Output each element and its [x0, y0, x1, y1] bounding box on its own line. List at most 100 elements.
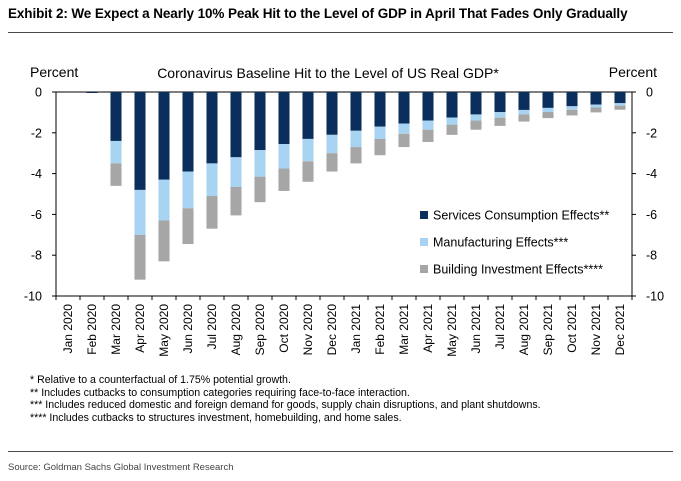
- legend-label: Services Consumption Effects**: [433, 209, 609, 223]
- bar-segment: [590, 92, 602, 105]
- bar-segment: [446, 92, 458, 118]
- bar-segment: [350, 130, 362, 148]
- x-tick-label: Mar 2020: [109, 304, 123, 355]
- bar-segment: [422, 120, 434, 130]
- x-tick-label: May 2020: [157, 304, 171, 357]
- bar-segment: [206, 196, 218, 229]
- bar-segment: [374, 126, 386, 139]
- x-tick-label: Sep 2021: [541, 304, 555, 356]
- title-divider: [8, 32, 673, 33]
- bar-segment: [86, 92, 98, 94]
- x-tick-label: Aug 2020: [229, 304, 243, 356]
- bar-segment: [422, 92, 434, 121]
- x-tick-label: Nov 2021: [589, 304, 603, 356]
- y-tick-label-right: -6: [646, 208, 657, 222]
- x-tick-label: Mar 2021: [397, 304, 411, 355]
- y-tick-label-left: -4: [31, 167, 42, 181]
- bar-segment: [614, 92, 626, 104]
- bar-segment: [518, 109, 530, 115]
- bar-segment: [134, 234, 146, 280]
- bar-segment: [158, 220, 170, 262]
- bar-segment: [494, 92, 506, 112]
- y-tick-label-right: -8: [646, 249, 657, 263]
- bar-segment: [398, 92, 410, 124]
- footnote: *** Includes reduced domestic and foreig…: [30, 399, 541, 412]
- x-tick-label: Jan 2020: [61, 304, 75, 354]
- x-tick-label: Feb 2021: [373, 304, 387, 355]
- bar-segment: [134, 189, 146, 235]
- y-tick-label-right: -4: [646, 167, 657, 181]
- y-tick-label-right: -10: [646, 290, 664, 304]
- bar-segment: [230, 157, 242, 187]
- bar-segment: [542, 107, 554, 112]
- x-tick-label: Oct 2020: [277, 304, 291, 353]
- bar-segment: [158, 179, 170, 221]
- bar-segment: [446, 124, 458, 135]
- x-tick-label: Jan 2021: [349, 304, 363, 354]
- chart: Coronavirus Baseline Hit to the Level of…: [24, 64, 664, 357]
- bar-segment: [158, 92, 170, 180]
- x-tick-label: Aug 2021: [517, 304, 531, 356]
- bar-segment: [230, 186, 242, 216]
- bar-segment: [374, 92, 386, 127]
- bar-segment: [398, 123, 410, 134]
- bar-segment: [182, 92, 194, 172]
- bar-segment: [254, 92, 266, 151]
- bar-segment: [494, 111, 506, 118]
- bar-segment: [350, 147, 362, 164]
- x-tick-label: Jun 2021: [469, 304, 483, 354]
- bar-segment: [518, 114, 530, 122]
- legend-label: Manufacturing Effects***: [433, 236, 568, 250]
- footnote: ** Includes cutbacks to consumption cate…: [30, 386, 410, 399]
- bar-segment: [182, 208, 194, 244]
- x-tick-label: Sep 2020: [253, 304, 267, 356]
- bar-segment: [470, 92, 482, 115]
- y-axis-label-right: Percent: [609, 64, 657, 80]
- source-note: Source: Goldman Sachs Global Investment …: [8, 462, 234, 473]
- bar-segment: [110, 92, 122, 141]
- bar-segment: [326, 92, 338, 135]
- bar-segment: [590, 107, 602, 113]
- exhibit-title: Exhibit 2: We Expect a Nearly 10% Peak H…: [8, 6, 628, 21]
- x-tick-label: Feb 2020: [85, 304, 99, 355]
- bar-segment: [110, 140, 122, 164]
- y-tick-label-left: -2: [31, 126, 42, 140]
- bar-segment: [614, 105, 626, 110]
- y-tick-label-left: -8: [31, 249, 42, 263]
- bar-segment: [446, 117, 458, 125]
- bar-segment: [206, 92, 218, 164]
- bar-segment: [278, 168, 290, 191]
- bar-segment: [206, 163, 218, 197]
- legend-swatch: [420, 211, 428, 219]
- footnotes: * Relative to a counterfactual of 1.75% …: [30, 374, 541, 424]
- x-tick-label: Jul 2021: [493, 304, 507, 350]
- bar-segment: [110, 163, 122, 186]
- x-tick-label: Oct 2021: [565, 304, 579, 353]
- bar-segment: [398, 133, 410, 148]
- y-tick-label-left: -6: [31, 208, 42, 222]
- bar-segment: [566, 92, 578, 107]
- bar-segment: [350, 92, 362, 131]
- x-tick-label: Jun 2020: [181, 304, 195, 354]
- bar-segment: [374, 138, 386, 156]
- legend-swatch: [420, 238, 428, 246]
- bar-segment: [134, 92, 146, 190]
- bar-segment: [494, 117, 506, 126]
- bar-segment: [302, 138, 314, 162]
- bar-segment: [422, 129, 434, 142]
- bar-segment: [614, 103, 626, 106]
- bar-segment: [470, 114, 482, 121]
- bar-segment: [326, 153, 338, 172]
- bar-segment: [182, 171, 194, 209]
- bar-segment: [278, 92, 290, 145]
- x-tick-label: Apr 2020: [133, 304, 147, 353]
- x-tick-label: Apr 2021: [421, 304, 435, 353]
- bar-segment: [542, 111, 554, 119]
- chart-title: Coronavirus Baseline Hit to the Level of…: [157, 65, 499, 81]
- x-tick-label: Jul 2020: [205, 304, 219, 350]
- bar-segment: [230, 92, 242, 158]
- x-tick-label: Dec 2021: [613, 304, 627, 356]
- bar-segment: [278, 144, 290, 169]
- y-tick-label-right: -2: [646, 126, 657, 140]
- y-tick-label-left: 0: [35, 86, 42, 100]
